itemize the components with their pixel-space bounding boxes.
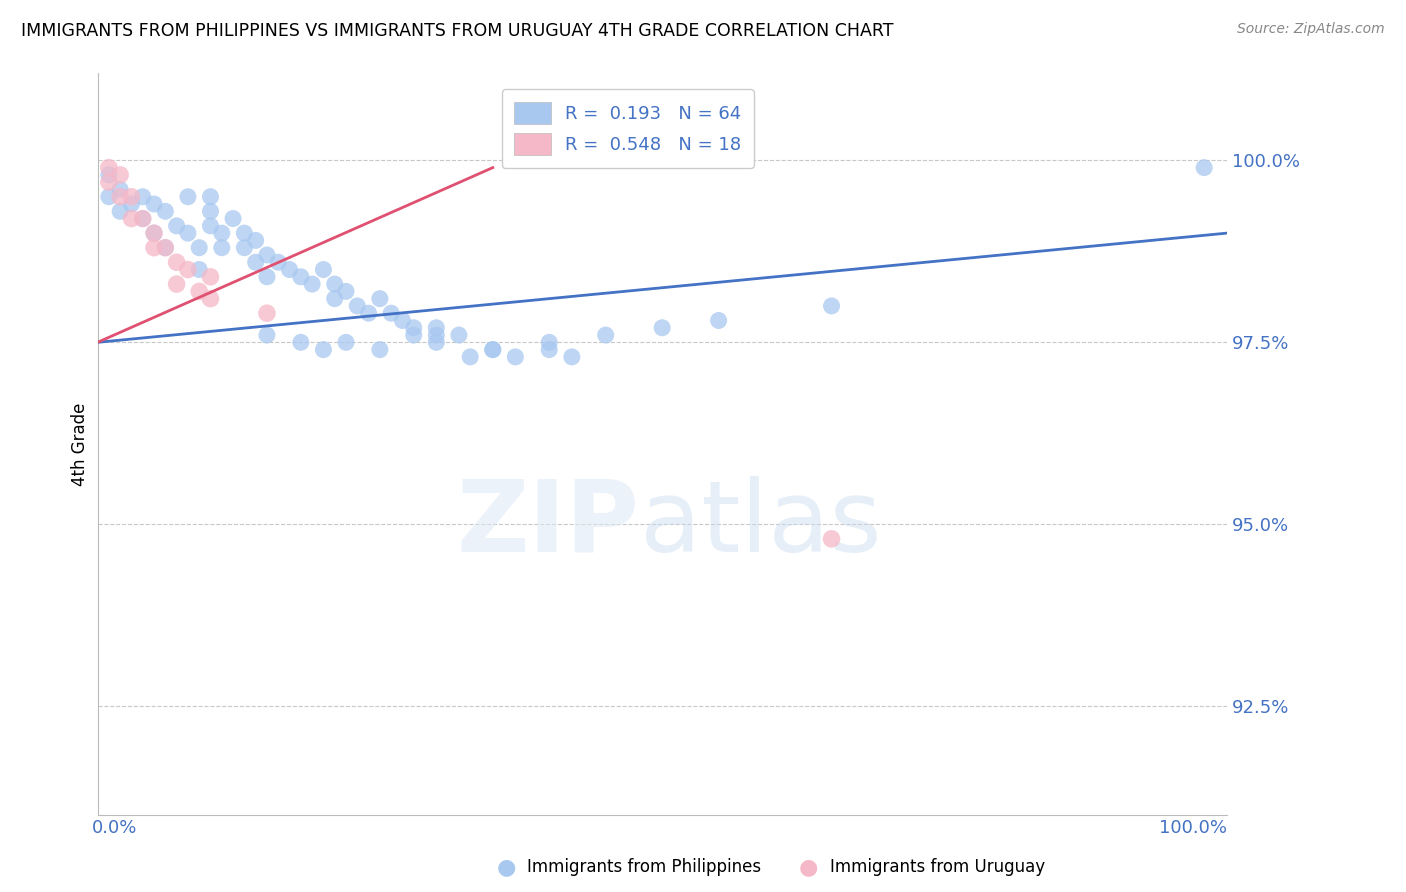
Point (97, 168, 120, 182)
Point (1192, 161, 1215, 175)
Point (368, 343, 391, 357)
Point (108, 168, 131, 182)
Point (108, 204, 131, 219)
Point (177, 262, 200, 277)
Point (177, 226, 200, 240)
Point (211, 226, 233, 240)
Point (233, 226, 256, 240)
Point (108, 182, 131, 196)
Point (346, 299, 368, 313)
Point (120, 197, 142, 211)
Point (301, 277, 323, 291)
Point (177, 190, 200, 204)
Point (143, 226, 166, 240)
Point (132, 211, 155, 226)
Point (166, 277, 188, 291)
Point (233, 241, 256, 255)
Point (335, 335, 357, 350)
Text: Immigrants from Uruguay: Immigrants from Uruguay (830, 858, 1045, 876)
Point (312, 343, 335, 357)
Point (368, 292, 391, 306)
Point (402, 320, 425, 334)
Point (211, 241, 233, 255)
Point (256, 328, 278, 343)
Point (132, 190, 155, 204)
Text: 0.0%: 0.0% (91, 819, 138, 837)
Point (505, 350, 527, 364)
Point (290, 269, 312, 284)
Point (97, 190, 120, 204)
Point (200, 292, 222, 306)
Text: atlas: atlas (640, 475, 882, 573)
Point (391, 313, 413, 327)
Point (425, 328, 447, 343)
Point (200, 269, 222, 284)
Point (278, 262, 301, 277)
Point (651, 320, 673, 334)
Text: 100.0%: 100.0% (1159, 819, 1227, 837)
Point (458, 350, 481, 364)
Point (200, 204, 222, 219)
Point (200, 219, 222, 233)
Y-axis label: 4th Grade: 4th Grade (72, 402, 89, 486)
Point (166, 219, 188, 233)
Legend: R =  0.193   N = 64, R =  0.548   N = 18: R = 0.193 N = 64, R = 0.548 N = 18 (502, 89, 754, 168)
Point (312, 262, 335, 277)
Point (188, 241, 211, 255)
Point (820, 532, 842, 546)
Point (256, 248, 278, 262)
Point (481, 343, 503, 357)
Point (595, 328, 617, 343)
Point (357, 306, 380, 320)
Point (108, 190, 131, 204)
Point (200, 190, 222, 204)
Text: ●: ● (496, 857, 516, 877)
Text: Source: ZipAtlas.com: Source: ZipAtlas.com (1237, 22, 1385, 37)
Point (143, 226, 166, 240)
Text: IMMIGRANTS FROM PHILIPPINES VS IMMIGRANTS FROM URUGUAY 4TH GRADE CORRELATION CHA: IMMIGRANTS FROM PHILIPPINES VS IMMIGRANT… (21, 22, 894, 40)
Point (166, 255, 188, 269)
Point (188, 285, 211, 299)
Point (155, 204, 177, 219)
Point (132, 211, 155, 226)
Point (402, 328, 425, 343)
Point (97, 161, 120, 175)
Text: ●: ● (799, 857, 818, 877)
Point (120, 211, 142, 226)
Point (323, 277, 346, 291)
Point (538, 335, 561, 350)
Point (425, 320, 447, 334)
Point (267, 255, 290, 269)
Point (380, 306, 402, 320)
Point (561, 350, 583, 364)
Point (256, 306, 278, 320)
Point (245, 255, 267, 269)
Point (538, 343, 561, 357)
Point (707, 313, 730, 327)
Point (323, 292, 346, 306)
Point (155, 241, 177, 255)
Point (820, 299, 842, 313)
Point (481, 343, 503, 357)
Text: ZIP: ZIP (457, 475, 640, 573)
Point (188, 262, 211, 277)
Point (447, 328, 470, 343)
Point (120, 190, 142, 204)
Point (290, 335, 312, 350)
Text: Immigrants from Philippines: Immigrants from Philippines (527, 858, 762, 876)
Point (143, 241, 166, 255)
Point (425, 335, 447, 350)
Point (97, 175, 120, 189)
Point (143, 197, 166, 211)
Point (222, 211, 245, 226)
Point (245, 234, 267, 248)
Point (335, 285, 357, 299)
Point (155, 241, 177, 255)
Point (256, 269, 278, 284)
